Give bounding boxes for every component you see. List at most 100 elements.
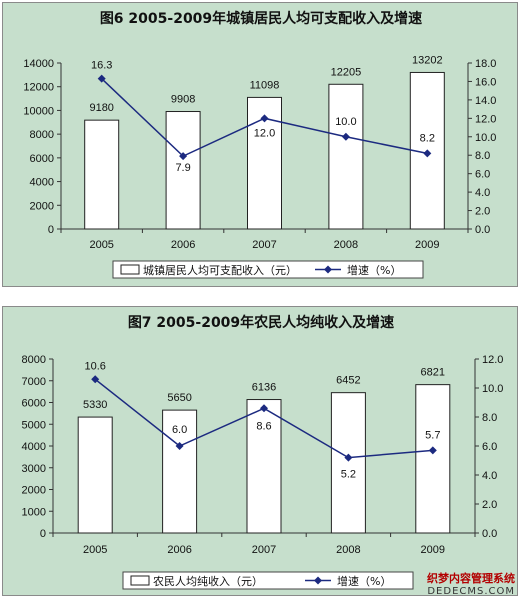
y-tick-label-right: 8.0 xyxy=(475,150,490,162)
y-tick-label-left: 4000 xyxy=(22,441,46,453)
growth-point xyxy=(344,453,353,462)
y-tick-label-left: 14000 xyxy=(23,58,54,70)
x-tick-label: 2009 xyxy=(415,239,439,251)
y-tick-label-right: 12.0 xyxy=(475,113,496,125)
y-tick-label-right: 0.0 xyxy=(482,528,497,540)
growth-value-label: 8.2 xyxy=(420,132,435,144)
legend-swatch-bar xyxy=(130,575,150,586)
y-tick-label-right: 2.0 xyxy=(482,499,497,511)
x-tick-label: 2005 xyxy=(83,544,107,556)
x-tick-label: 2005 xyxy=(89,239,113,251)
legend-box xyxy=(122,571,414,590)
y-tick-label-left: 0 xyxy=(40,528,46,540)
y-tick-label-right: 0.0 xyxy=(475,224,490,236)
legend-swatch-marker xyxy=(324,265,332,274)
y-tick-label-right: 4.0 xyxy=(482,470,497,482)
legend-swatch-bar xyxy=(120,264,140,275)
y-tick-label-right: 14.0 xyxy=(475,95,496,107)
growth-point xyxy=(97,74,106,83)
y-tick-label-right: 10.0 xyxy=(482,383,503,395)
chart-panel-urban: 图6 2005-2009年城镇居民人均可支配收入及增速 0 2000 4000 6000… xyxy=(2,2,518,287)
watermark: 织梦内容管理系统 DEDECMS.COM xyxy=(427,570,515,597)
y-tick-label-left: 4000 xyxy=(30,177,54,189)
growth-value-label: 8.6 xyxy=(256,420,271,432)
growth-point xyxy=(179,152,188,161)
bar xyxy=(77,416,113,534)
growth-point xyxy=(91,375,100,384)
bar-value-label: 5330 xyxy=(83,399,107,411)
legend-label-line: 增速（%） xyxy=(347,263,401,277)
y-tick-label-left: 3000 xyxy=(22,463,46,475)
y-tick-label-right: 6.0 xyxy=(482,441,497,453)
bar-value-label: 5650 xyxy=(167,392,191,404)
y-tick-label-right: 4.0 xyxy=(475,187,490,199)
y-tick-label-right: 12.0 xyxy=(482,354,503,366)
bar-value-label: 11098 xyxy=(250,79,280,91)
y-tick-label-right: 2.0 xyxy=(475,206,490,218)
bar xyxy=(162,409,198,534)
bar xyxy=(330,392,366,534)
y-tick-label-left: 0 xyxy=(48,224,54,236)
bar-value-label: 9180 xyxy=(89,102,113,114)
growth-value-label: 10.6 xyxy=(84,360,105,372)
y-tick-label-left: 10000 xyxy=(23,105,54,117)
y-tick-label-left: 8000 xyxy=(30,129,54,141)
growth-value-label: 7.9 xyxy=(175,162,190,174)
legend-label-line: 增速（%） xyxy=(337,574,391,588)
y-tick-label-left: 12000 xyxy=(23,82,54,94)
bar xyxy=(165,111,201,230)
growth-value-label: 5.2 xyxy=(341,469,356,481)
growth-point xyxy=(423,149,432,158)
bar xyxy=(84,119,120,230)
y-tick-label-left: 1000 xyxy=(22,506,46,518)
growth-value-label: 6.0 xyxy=(172,424,187,436)
y-tick-label-left: 2000 xyxy=(22,485,46,497)
legend-swatch-marker xyxy=(314,576,322,585)
chart-urban-income: 图6 2005-2009年城镇居民人均可支配收入及增速 0 2000 4000 6000… xyxy=(23,10,496,279)
chart-rural-income: 图7 2005-2009年农民人均纯收入及增速 0 1000 2000 3000 4000… xyxy=(22,314,503,590)
chart-title: 图7 2005-2009年农民人均纯收入及增速 xyxy=(128,314,394,331)
legend-box xyxy=(112,260,424,279)
y-tick-label-left: 2000 xyxy=(30,200,54,212)
x-tick-label: 2007 xyxy=(252,239,276,251)
bar-value-label: 12205 xyxy=(331,66,362,78)
y-tick-label-right: 10.0 xyxy=(475,132,496,144)
growth-point xyxy=(341,132,350,141)
y-tick-label-right: 8.0 xyxy=(482,412,497,424)
legend-label-bar: 城镇居民人均可支配收入（元） xyxy=(143,263,297,277)
growth-value-label: 12.0 xyxy=(254,127,275,139)
y-tick-label-left: 6000 xyxy=(22,398,46,410)
bar xyxy=(246,399,282,534)
chart-panel-rural: 图7 2005-2009年农民人均纯收入及增速 0 1000 2000 3000 4000… xyxy=(2,306,518,596)
watermark-line1: 织梦内容管理系统 xyxy=(427,572,515,585)
x-tick-label: 2007 xyxy=(252,544,276,556)
watermark-line2: DEDECMS.COM xyxy=(427,586,515,597)
y-tick-label-left: 7000 xyxy=(22,376,46,388)
growth-value-label: 16.3 xyxy=(91,60,112,72)
bar-value-label: 6452 xyxy=(336,375,360,387)
y-tick-label-right: 6.0 xyxy=(475,169,490,181)
x-tick-label: 2008 xyxy=(336,544,360,556)
x-tick-label: 2006 xyxy=(167,544,191,556)
bar xyxy=(415,384,451,534)
growth-point xyxy=(260,114,269,123)
bar xyxy=(328,83,364,230)
growth-value-label: 5.7 xyxy=(425,429,440,441)
growth-value-label: 10.0 xyxy=(335,116,356,128)
legend-label-bar: 农民人均纯收入（元） xyxy=(153,574,263,588)
y-tick-label-right: 16.0 xyxy=(475,76,496,88)
growth-point xyxy=(260,404,268,413)
x-tick-label: 2008 xyxy=(334,239,358,251)
bar-value-label: 6136 xyxy=(252,382,276,394)
y-tick-label-left: 6000 xyxy=(30,153,54,165)
y-tick-label-left: 8000 xyxy=(22,354,46,366)
chart-title: 图6 2005-2009年城镇居民人均可支配收入及增速 xyxy=(100,10,422,27)
growth-point xyxy=(428,446,437,455)
y-tick-label-left: 5000 xyxy=(22,419,46,431)
bar-value-label: 9908 xyxy=(171,94,195,106)
x-tick-label: 2006 xyxy=(171,239,195,251)
growth-point xyxy=(175,442,184,450)
bar-value-label: 6821 xyxy=(421,367,445,379)
x-tick-label: 2009 xyxy=(421,544,445,556)
bar-value-label: 13202 xyxy=(412,54,443,66)
